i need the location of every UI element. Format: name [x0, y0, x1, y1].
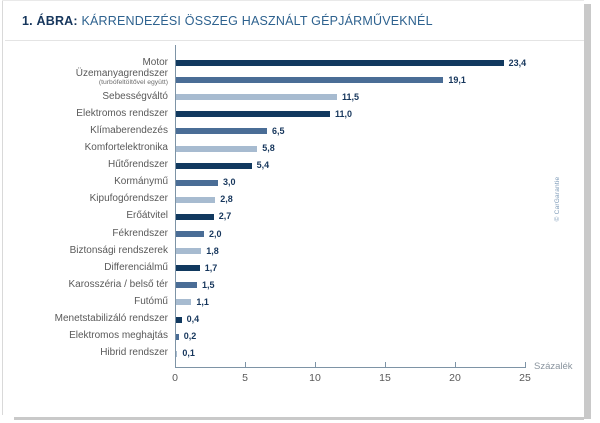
category-label: Kormánymű: [114, 176, 168, 188]
value-label: 1,8: [206, 245, 219, 256]
bar: [176, 248, 202, 255]
value-label: 3,0: [223, 177, 236, 188]
value-label: 5,8: [262, 143, 275, 153]
credit-vertical-text: © CarGarantie: [554, 176, 561, 222]
bar: [176, 60, 504, 66]
bar: [176, 350, 178, 357]
category-label: Hibrid rendszer: [100, 347, 168, 359]
bar: [176, 111, 330, 118]
bar: [176, 231, 204, 237]
bar: [176, 196, 216, 203]
title-text: KÁRRENDEZÉSI ÖSSZEG HASZNÁLT GÉPJÁRMŰVEK…: [77, 14, 433, 28]
category-label: Elektromos meghajtás: [69, 330, 168, 342]
x-tick: [525, 362, 526, 367]
page-edge-bottom: [14, 417, 584, 420]
value-label: 11,5: [342, 91, 360, 102]
category-sublabel: (turbófeltöltővel együtt): [98, 79, 168, 87]
value-label: 5,4: [256, 160, 270, 171]
value-label: 19,1: [448, 74, 466, 85]
category-label: Klímaberendezés: [90, 124, 168, 136]
bar: [176, 316, 182, 323]
bar: [176, 77, 444, 84]
category-label: Karosszéria / belső tér: [68, 278, 169, 290]
x-tick-label: 15: [379, 372, 391, 384]
bar: [176, 299, 192, 306]
category-label: Fékrendszer: [112, 227, 168, 239]
category-label: Sebességváltó: [102, 90, 168, 102]
x-tick-label: 0: [172, 372, 178, 384]
value-label: 2,7: [218, 211, 232, 222]
bar: [176, 162, 252, 169]
category-label: Motor: [142, 56, 168, 68]
bar: [176, 265, 200, 272]
x-tick: [245, 362, 246, 367]
value-label: 0,1: [182, 348, 195, 359]
value-label: 11,0: [335, 108, 353, 119]
page-title: 1. ÁBRA: KÁRRENDEZÉSI ÖSSZEG HASZNÁLT GÉ…: [22, 14, 433, 28]
category-label: Komfortelektronika: [84, 142, 168, 153]
category-label: Elektromos rendszer: [76, 107, 168, 119]
value-label: 1,5: [202, 279, 215, 290]
value-label: 23,4: [508, 57, 527, 68]
x-axis-unit-label: Százalék: [534, 361, 573, 372]
bar: [176, 213, 214, 220]
x-tick-label: 5: [242, 372, 248, 384]
value-label: 1,7: [204, 262, 218, 273]
page-edge-left: [2, 1, 3, 415]
category-label: Kipufogórendszer: [89, 193, 168, 205]
figure-page: 1. ÁBRA: KÁRRENDEZÉSI ÖSSZEG HASZNÁLT GÉ…: [2, 0, 586, 417]
bar: [176, 282, 197, 289]
value-label: 0,4: [186, 314, 200, 324]
value-label: 1,1: [196, 296, 209, 307]
x-tick-label: 10: [309, 372, 321, 384]
page-edge-right: [584, 4, 591, 419]
value-label: 2,0: [209, 228, 222, 239]
x-tick-label: 25: [519, 372, 531, 384]
category-label: Futómű: [134, 295, 168, 307]
bar: [176, 128, 267, 135]
x-axis-line: [175, 367, 526, 368]
x-tick-label: 20: [449, 372, 461, 384]
bar: [176, 94, 337, 101]
category-label: Differenciálmű: [104, 261, 168, 273]
category-label: Erőátvitel: [126, 210, 168, 222]
x-tick: [315, 362, 316, 367]
category-label: Biztonsági rendszerek: [69, 244, 168, 256]
value-label: 2,8: [220, 194, 233, 205]
bar: [176, 333, 179, 340]
bar: [176, 145, 258, 152]
page-edge-top: [2, 0, 584, 1]
title-divider: [5, 40, 586, 41]
category-label: Hűtőrendszer: [107, 159, 168, 171]
y-axis-line: [175, 45, 176, 368]
title-prefix: 1. ÁBRA:: [22, 14, 78, 28]
x-tick: [385, 362, 386, 367]
value-label: 0,2: [183, 331, 197, 342]
x-tick: [455, 362, 456, 367]
category-label: Menetstabilizáló rendszer: [54, 313, 168, 324]
value-label: 6,5: [272, 125, 285, 136]
category-label: Üzemanyagrendszer: [75, 68, 168, 80]
bar: [176, 179, 218, 186]
